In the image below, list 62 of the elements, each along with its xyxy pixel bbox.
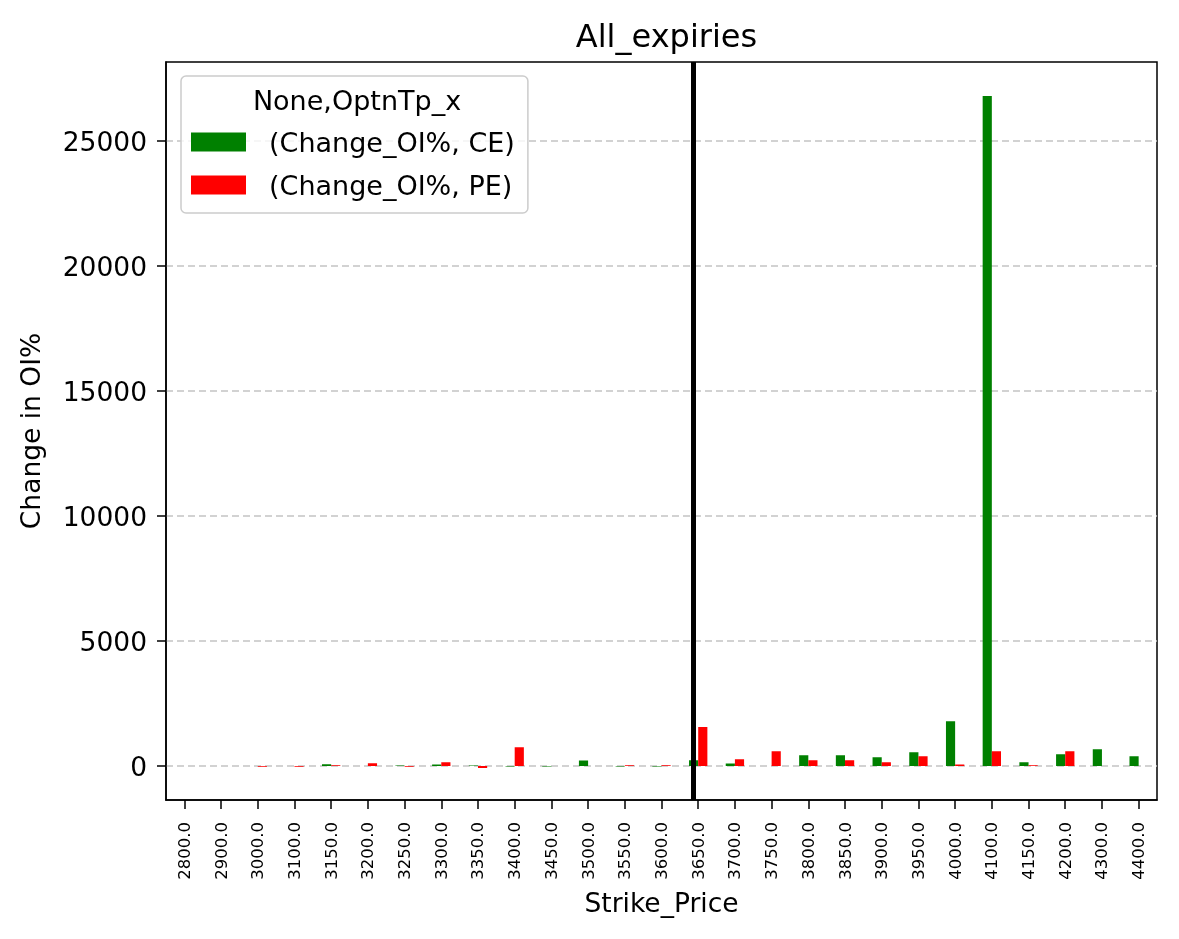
bar: [734, 759, 745, 766]
bar: [698, 727, 708, 766]
x-tick-label: 4200.0: [1055, 822, 1075, 880]
bar: [918, 756, 928, 766]
chart-title: All_expiries: [575, 17, 758, 55]
y-tick-label: 15000: [62, 375, 147, 407]
legend-title: None,OptnTp_x: [252, 84, 462, 116]
bar: [1019, 762, 1029, 766]
x-tick-label: 3800.0: [798, 822, 818, 880]
x-tick-label: 3400.0: [505, 822, 525, 880]
bar: [881, 762, 891, 766]
x-tick-label: 4150.0: [1019, 822, 1039, 880]
bar: [909, 752, 919, 766]
x-tick-label: 3150.0: [321, 822, 341, 880]
x-tick-label: 2900.0: [211, 822, 231, 880]
bar: [982, 96, 992, 766]
x-tick-label: 2800.0: [174, 822, 194, 880]
y-tick-label: 5000: [79, 625, 147, 657]
bar: [578, 760, 589, 766]
x-tick-label: 3950.0: [908, 822, 928, 880]
y-tick-label: 0: [130, 750, 147, 782]
y-tick-label: 25000: [62, 125, 147, 157]
legend-label: (Change_OI%, PE): [269, 169, 513, 201]
bar: [799, 755, 809, 766]
bar: [1092, 749, 1102, 766]
y-axis-title: Change in OI%: [15, 332, 46, 530]
bar: [771, 751, 781, 766]
y-tick-label: 10000: [62, 500, 147, 532]
x-tick-label: 3100.0: [284, 822, 304, 880]
bar: [808, 760, 818, 766]
x-tick-label: 4000.0: [945, 822, 965, 880]
bar: [514, 747, 524, 766]
x-tick-label: 3350.0: [468, 822, 488, 880]
x-tick-label: 3550.0: [615, 822, 635, 880]
x-axis-title: Strike_Price: [584, 887, 739, 918]
x-tick-label: 3900.0: [872, 822, 892, 880]
x-tick-label: 3600.0: [652, 822, 671, 880]
bar: [991, 751, 1002, 766]
x-tick-label: 3250.0: [395, 822, 415, 880]
bar: [1129, 756, 1139, 766]
bar: [872, 757, 882, 766]
x-tick-label: 4400.0: [1129, 822, 1149, 880]
x-tick-label: 4300.0: [1092, 822, 1112, 880]
bar: [945, 721, 956, 766]
bar: [367, 763, 378, 766]
x-tick-label: 4100.0: [982, 822, 1002, 880]
x-tick-label: 3650.0: [688, 822, 708, 880]
x-tick-label: 3850.0: [835, 822, 855, 880]
bar: [1056, 754, 1066, 766]
legend-label: (Change_OI%, CE): [269, 126, 515, 158]
bar: [835, 755, 846, 766]
x-tick-label: 3750.0: [762, 822, 782, 880]
x-tick-label: 3300.0: [431, 822, 451, 880]
y-tick-label: 20000: [62, 250, 147, 282]
x-tick-label: 3700.0: [725, 822, 745, 880]
x-tick-label: 3200.0: [358, 822, 378, 880]
bar: [1065, 751, 1075, 766]
x-tick-label: 3000.0: [248, 822, 268, 880]
x-tick-label: 3450.0: [541, 822, 561, 880]
x-tick-label: 3500.0: [578, 822, 598, 880]
bar: [845, 760, 855, 766]
bar: [441, 762, 451, 766]
